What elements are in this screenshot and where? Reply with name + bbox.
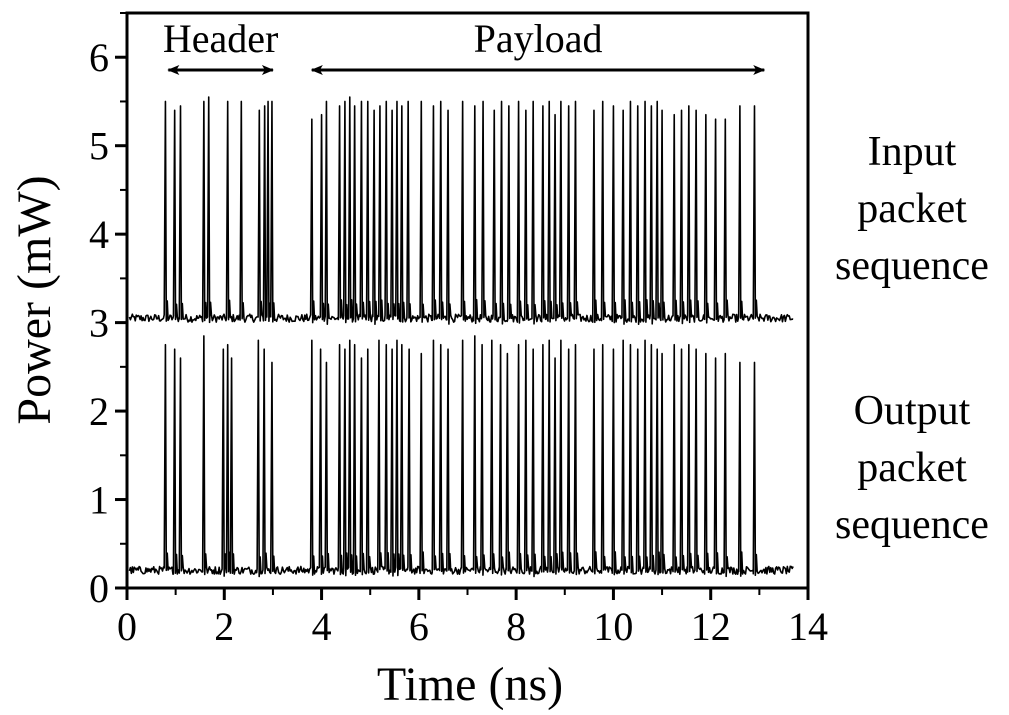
input-label-line: Input — [868, 129, 957, 175]
output-label-line: packet — [857, 445, 967, 491]
y-tick-label: 3 — [89, 301, 109, 346]
output-label-line: Output — [854, 388, 971, 434]
input-label-line: sequence — [835, 243, 989, 289]
y-axis-label: Power (mW) — [8, 175, 61, 424]
x-tick-label: 2 — [214, 604, 234, 649]
x-tick-label: 6 — [409, 604, 429, 649]
traces — [128, 96, 794, 578]
x-axis-label: Time (ns) — [377, 658, 563, 711]
output-label-line: sequence — [835, 502, 989, 548]
y-tick-label: 2 — [89, 389, 109, 434]
x-tick-label: 14 — [788, 604, 828, 649]
header-annotation-label: Header — [163, 16, 278, 61]
payload-annotation-label: Payload — [474, 16, 603, 61]
output-trace — [128, 335, 794, 578]
input-trace — [128, 96, 794, 326]
input-label-line: packet — [857, 186, 967, 232]
y-tick-label: 0 — [89, 566, 109, 611]
y-tick-label: 1 — [89, 478, 109, 523]
x-tick-label: 8 — [506, 604, 526, 649]
y-tick-label: 4 — [89, 212, 109, 257]
x-tick-label: 0 — [117, 604, 137, 649]
x-tick-label: 4 — [312, 604, 332, 649]
series-labels: Input packet sequence Output packet sequence — [835, 129, 989, 548]
x-tick-label: 10 — [593, 604, 633, 649]
x-tick-label: 12 — [691, 604, 731, 649]
y-tick-label: 6 — [89, 35, 109, 80]
y-tick-label: 5 — [89, 124, 109, 169]
annotations: Header Payload — [163, 16, 766, 75]
